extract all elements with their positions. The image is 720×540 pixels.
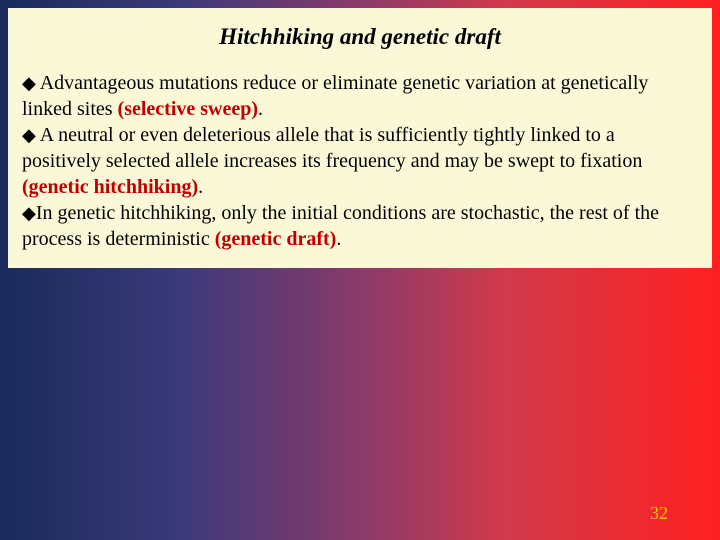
bullet-1-pre: Advantageous mutations reduce or elimina… <box>22 72 648 120</box>
diamond-icon: ◆ <box>22 73 36 93</box>
bullet-1-post: . <box>258 98 263 120</box>
bullet-3-highlight: (genetic draft) <box>215 228 337 250</box>
bullet-2-pre: A neutral or even deleterious allele tha… <box>22 124 642 172</box>
slide-container: Hitchhiking and genetic draft ◆ Advantag… <box>0 0 720 540</box>
diamond-icon: ◆ <box>22 125 36 145</box>
page-number: 32 <box>650 503 668 524</box>
bullet-2-post: . <box>198 176 203 198</box>
bullet-3-post: . <box>336 228 341 250</box>
bullet-2-highlight: (genetic hitchhiking) <box>22 176 198 198</box>
bullet-1-highlight: (selective sweep) <box>118 98 259 120</box>
content-box: Hitchhiking and genetic draft ◆ Advantag… <box>8 8 712 268</box>
slide-title: Hitchhiking and genetic draft <box>22 24 698 50</box>
body-text: ◆ Advantageous mutations reduce or elimi… <box>22 70 698 252</box>
diamond-icon: ◆ <box>22 203 36 223</box>
